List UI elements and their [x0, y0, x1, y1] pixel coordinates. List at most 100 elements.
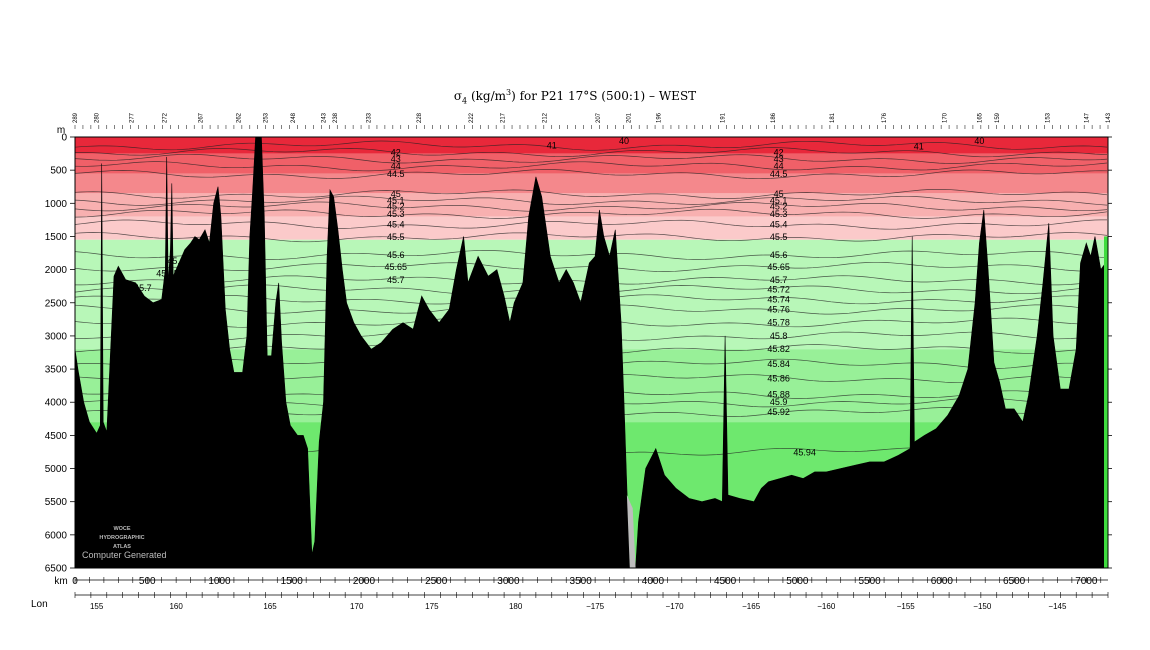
contour-label-right-5: 45	[774, 189, 784, 199]
km-tick-label-9: 4500	[714, 576, 737, 587]
station-label-9: 238	[333, 112, 339, 123]
lon-tick-label-11: −150	[973, 602, 992, 611]
y-tick-label-5: 2500	[45, 298, 68, 309]
contour-label-extra-4: 45.94	[793, 448, 816, 458]
station-label-12: 222	[469, 112, 475, 123]
lon-tick-label-4: 175	[425, 602, 439, 611]
station-label-24: 159	[995, 112, 1001, 123]
color-band-2	[75, 173, 1108, 194]
contour-line-2	[74, 153, 1108, 164]
contour-line-7	[74, 201, 1108, 212]
station-label-17: 196	[657, 112, 663, 123]
title-unit-a: (kg/m	[467, 89, 506, 103]
contour-label-left-7: 45.2	[387, 202, 405, 212]
contour-label-right-11: 45.6	[770, 250, 788, 260]
contour-label-left-3: 44	[391, 161, 401, 171]
trench-gray-fill	[626, 495, 636, 568]
station-label-16: 201	[626, 112, 632, 123]
lon-tick-label-0: 155	[90, 602, 104, 611]
contour-label-right-24: 45.92	[767, 407, 790, 417]
contour-line-9	[74, 219, 1107, 230]
contour-label-extra-0: 40	[619, 136, 629, 146]
y-tick-label-1: 500	[50, 166, 67, 177]
station-label-2: 277	[129, 112, 135, 123]
contour-label-left-2: 43	[391, 154, 401, 164]
lon-tick-label-2: 165	[263, 602, 277, 611]
contour-label-right-6: 45.1	[770, 196, 788, 206]
y-tick-label-9: 4500	[45, 431, 68, 442]
title-subscript: 4	[462, 96, 468, 106]
lon-tick-label-1: 160	[169, 602, 183, 611]
plot-frame	[74, 136, 1109, 569]
contour-line-11	[74, 249, 1108, 260]
contour-line-1	[74, 147, 1108, 158]
station-label-25: 153	[1045, 112, 1051, 123]
station-label-18: 191	[720, 112, 726, 123]
lon-unit-label: Lon	[31, 599, 48, 610]
km-tick-label-3: 1500	[281, 576, 304, 587]
station-label-0: 289	[73, 112, 79, 123]
lon-tick-label-6: −175	[586, 602, 605, 611]
contour-label-extra-7: 45.7	[134, 283, 152, 293]
contour-label-right-21: 45.86	[767, 373, 790, 383]
station-label-3: 272	[163, 112, 169, 123]
lon-tick-label-7: −170	[666, 602, 685, 611]
km-tick-label-0: 0	[72, 576, 78, 587]
watermark-text-2: ATLAS	[113, 544, 131, 550]
contour-label-right-3: 44	[774, 161, 784, 171]
station-label-6: 253	[264, 112, 270, 123]
km-unit-label: km	[54, 576, 67, 587]
y-tick-label-12: 6000	[45, 530, 68, 541]
contour-label-right-13: 45.7	[770, 275, 788, 285]
lon-tick-label-8: −165	[742, 602, 761, 611]
contour-label-right-18: 45.8	[770, 331, 788, 341]
contour-label-extra-2: 40	[974, 136, 984, 146]
lon-tick-label-12: −145	[1048, 602, 1067, 611]
watermark-text-0: WOCE	[113, 526, 130, 532]
station-label-26: 147	[1084, 112, 1090, 123]
seafloor-bathymetry	[74, 136, 1109, 569]
contour-label-right-22: 45.88	[767, 389, 790, 399]
station-label-10: 233	[366, 112, 372, 123]
station-label-14: 212	[543, 112, 549, 123]
lon-tick-label-9: −160	[817, 602, 836, 611]
station-label-13: 217	[501, 112, 507, 123]
km-tick-label-4: 2000	[353, 576, 376, 587]
color-band-0	[75, 137, 1108, 154]
contour-label-extra-1: 41	[547, 141, 557, 151]
km-tick-label-12: 6000	[931, 576, 954, 587]
contour-label-right-16: 45.76	[767, 304, 790, 314]
contour-label-left-1: 42	[391, 147, 401, 157]
contour-label-right-23: 45.9	[770, 397, 788, 407]
contour-label-right-1: 42	[774, 147, 784, 157]
contour-label-left-8: 45.3	[387, 209, 405, 219]
km-tick-label-10: 5000	[786, 576, 809, 587]
km-tick-label-13: 6500	[1003, 576, 1026, 587]
km-tick-label-2: 1000	[208, 576, 231, 587]
km-tick-label-1: 500	[139, 576, 156, 587]
contour-label-right-8: 45.3	[770, 209, 788, 219]
km-tick-label-11: 5500	[858, 576, 881, 587]
station-label-21: 176	[882, 112, 888, 123]
y-tick-label-2: 1000	[45, 199, 68, 210]
contour-label-right-7: 45.2	[770, 202, 788, 212]
contour-label-right-4: 44.5	[770, 169, 788, 179]
contour-label-right-20: 45.84	[767, 359, 790, 369]
contour-line-4	[74, 169, 1108, 180]
contour-label-right-15: 45.74	[767, 294, 790, 304]
contour-label-right-14: 45.72	[767, 285, 790, 295]
y-tick-label-6: 3000	[45, 331, 68, 342]
lon-tick-label-3: 170	[350, 602, 364, 611]
station-label-8: 243	[321, 112, 327, 123]
station-label-5: 262	[236, 112, 242, 123]
title-superscript: 3	[506, 88, 512, 97]
station-label-11: 228	[417, 112, 423, 123]
station-label-15: 207	[596, 112, 602, 123]
y-tick-label-13: 6500	[45, 564, 68, 575]
km-tick-label-14: 7000	[1075, 576, 1098, 587]
contour-label-right-10: 45.5	[770, 232, 788, 242]
station-label-27: 143	[1106, 112, 1112, 123]
contour-line-6	[74, 195, 1108, 206]
